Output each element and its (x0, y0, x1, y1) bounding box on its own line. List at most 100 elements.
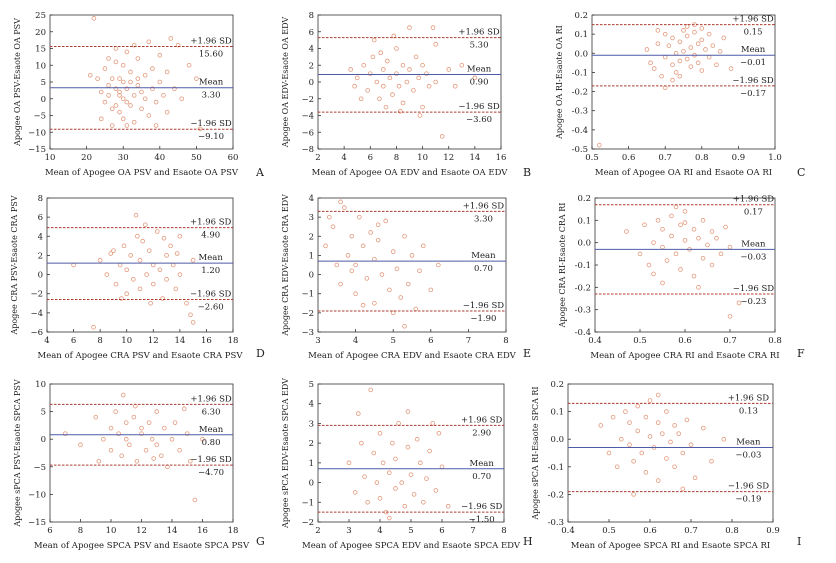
data-point (353, 291, 358, 297)
y-axis-label: Apogee CRA PSV-Esaote CRA PSV (10, 195, 19, 335)
sd-line-label: +1.96 SD (461, 415, 503, 425)
data-point (128, 253, 134, 258)
data-point (124, 123, 130, 128)
panel-d: 4 6 8 10 12 14 16 18 −6 −4 −2 0 2 4 6 8 Mean of Apogee C… (10, 194, 265, 361)
data-point (377, 496, 383, 501)
data-point (190, 320, 196, 325)
data-point (120, 116, 126, 122)
data-point (177, 233, 183, 239)
data-point (736, 300, 742, 306)
data-point (119, 453, 124, 459)
x-tick-label: 40 (154, 153, 165, 163)
data-point (404, 79, 410, 85)
data-point (700, 255, 706, 261)
y-tick-label: −1 (301, 498, 314, 508)
x-tick-label: 12 (136, 526, 147, 536)
x-axis-label: Mean of Apogee CRA EDV and Esaote CRA ED… (308, 351, 516, 361)
data-point (430, 421, 436, 426)
x-tick-label: 14 (469, 153, 480, 163)
data-point (655, 392, 661, 398)
data-point (78, 442, 83, 448)
x-tick-label: 8 (97, 336, 102, 346)
sd-line-label: −1.96 SD (190, 119, 232, 129)
data-point (668, 439, 673, 445)
data-point (91, 16, 97, 21)
data-point (117, 262, 123, 268)
data-point (365, 499, 370, 505)
y-tick-label: −5 (33, 112, 46, 122)
data-point (143, 222, 148, 228)
sd-line-label: +1.96 SD (190, 394, 232, 404)
sd-line-label: +1.96 SD (728, 393, 770, 403)
data-point (472, 75, 478, 81)
panel-letter: H (523, 535, 533, 548)
panel-e: 3 4 5 6 7 8 −3 −2 −1 0 1 2 3 4 Mean of Apogee CRA EDV … (281, 194, 531, 361)
sd-line-label: −1.96 SD (190, 455, 232, 465)
y-tick-label: 0.1 (577, 216, 591, 226)
mean-value-label: −0.01 (740, 58, 766, 68)
data-point (106, 56, 111, 61)
data-point (128, 79, 133, 85)
y-tick-label: 0 (41, 435, 46, 445)
data-point (153, 99, 159, 105)
data-point (417, 113, 423, 118)
data-point (139, 106, 144, 112)
data-point (409, 253, 415, 258)
data-point (93, 414, 99, 420)
data-point (682, 238, 688, 243)
sd-value-label: −0.17 (740, 89, 766, 99)
data-point (160, 296, 165, 301)
y-axis-label: Apogee CRA EDV-Esaote CRA EDV (281, 194, 290, 337)
data-point (175, 42, 181, 48)
data-point (659, 73, 664, 79)
data-point (700, 218, 706, 223)
mean-value-label: −0.03 (740, 252, 766, 262)
data-point (394, 71, 399, 76)
x-tick-label: 0.8 (695, 153, 709, 163)
x-tick-label: 8 (394, 153, 399, 163)
data-point (417, 460, 423, 466)
data-point (384, 58, 390, 64)
sd-value-label: 3.30 (474, 214, 493, 224)
data-point (161, 93, 166, 98)
data-point (682, 220, 688, 225)
data-point (670, 62, 675, 68)
data-point (678, 222, 683, 228)
x-tick-label: 6 (71, 336, 76, 346)
data-point (101, 436, 106, 442)
x-axis-label: Mean of Apogee OA EDV and Esaote OA EDV (312, 168, 509, 178)
data-point (104, 272, 110, 277)
y-tick-label: 0.1 (550, 408, 564, 418)
data-point (714, 235, 719, 241)
data-point (424, 71, 429, 76)
data-point (184, 300, 189, 306)
data-point (398, 109, 403, 114)
data-point (367, 71, 373, 76)
data-point (338, 199, 343, 205)
data-point (372, 256, 377, 262)
panel-letter: A (255, 166, 265, 179)
data-point (357, 214, 362, 220)
y-tick-label: 15 (35, 45, 46, 55)
data-point (346, 460, 352, 466)
data-point (371, 37, 377, 43)
data-point (647, 398, 653, 403)
mean-value-label: 1.20 (201, 266, 220, 276)
data-point (361, 62, 367, 68)
y-axis-label: Apogee sPCA RI-Esaote SPCA RI (531, 386, 540, 520)
data-point (116, 431, 121, 436)
data-point (137, 286, 143, 292)
x-tick-label: 0.8 (768, 336, 782, 346)
data-point (334, 262, 340, 268)
data-point (360, 302, 366, 308)
sd-value-label: −0.19 (735, 495, 761, 505)
sd-value-label: −3.60 (466, 115, 492, 125)
x-tick-label: 0.5 (585, 153, 599, 163)
data-point (433, 79, 438, 85)
y-tick-label: −15 (28, 145, 46, 155)
x-tick-label: 4 (353, 336, 358, 346)
data-point (330, 224, 336, 230)
x-tick-label: 2 (315, 526, 320, 536)
y-tick-label: 3 (309, 213, 314, 223)
data-point (696, 235, 701, 241)
